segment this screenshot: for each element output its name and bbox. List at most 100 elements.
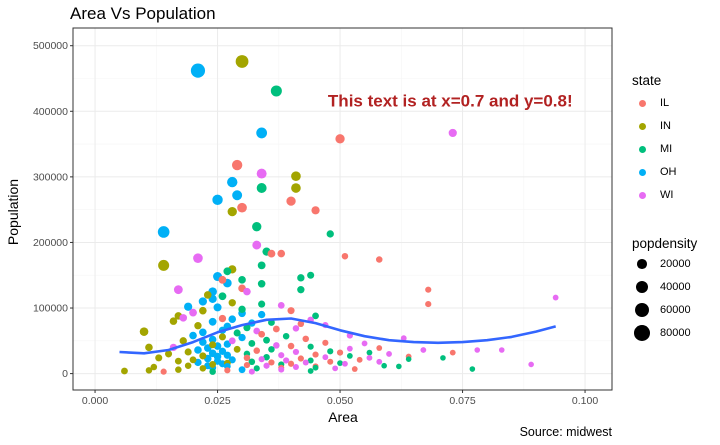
data-point bbox=[158, 259, 170, 271]
legend-key-dot bbox=[632, 277, 652, 297]
data-point bbox=[292, 364, 299, 371]
y-axis-title: Population bbox=[5, 179, 21, 245]
legend-item-oh: OH bbox=[632, 162, 677, 182]
data-point bbox=[160, 368, 167, 375]
legend-label: 20000 bbox=[660, 258, 691, 270]
data-point bbox=[198, 297, 207, 306]
data-point bbox=[203, 291, 212, 299]
data-point bbox=[228, 299, 236, 307]
data-point bbox=[278, 366, 285, 373]
legend-label: OH bbox=[660, 166, 677, 178]
x-tick-label: 0.025 bbox=[204, 395, 230, 407]
data-point bbox=[179, 314, 188, 322]
legend-key-dot bbox=[632, 116, 652, 136]
data-point bbox=[376, 345, 383, 351]
data-point bbox=[346, 345, 353, 352]
x-tick-label: 0.000 bbox=[82, 395, 108, 407]
chart-title: Area Vs Population bbox=[70, 4, 216, 23]
data-point bbox=[297, 320, 305, 328]
data-point bbox=[336, 349, 344, 356]
data-point bbox=[209, 341, 217, 349]
data-point bbox=[252, 240, 262, 250]
data-point bbox=[425, 286, 432, 293]
legend-key-dot bbox=[632, 254, 652, 274]
data-point bbox=[263, 362, 270, 369]
data-point bbox=[256, 168, 267, 179]
legend-key-dot bbox=[632, 139, 652, 159]
data-point bbox=[277, 249, 286, 258]
data-point bbox=[189, 331, 197, 340]
chart-caption: Source: midwest bbox=[519, 425, 612, 439]
data-point bbox=[256, 127, 268, 139]
data-point bbox=[322, 354, 329, 361]
legend-label: IL bbox=[660, 97, 670, 109]
data-point bbox=[312, 364, 319, 371]
data-point bbox=[233, 329, 241, 337]
data-point bbox=[346, 352, 353, 359]
data-point bbox=[302, 335, 310, 343]
data-point bbox=[224, 367, 231, 374]
data-point bbox=[311, 206, 320, 215]
data-point bbox=[228, 337, 236, 345]
data-point bbox=[287, 307, 295, 315]
data-point bbox=[189, 356, 197, 364]
data-point bbox=[258, 300, 266, 308]
data-point bbox=[233, 345, 241, 353]
data-point bbox=[139, 327, 149, 336]
data-point bbox=[268, 346, 275, 353]
data-point bbox=[337, 360, 343, 367]
data-point bbox=[356, 356, 363, 363]
data-point bbox=[307, 271, 315, 279]
data-point bbox=[440, 355, 446, 361]
data-point bbox=[212, 194, 223, 206]
legend-item-wi: WI bbox=[632, 185, 673, 205]
y-tick-label: 0 bbox=[62, 368, 68, 380]
axes: 0.000 0.025 0.050 0.075 0.100 0 100000 200000 30… bbox=[33, 40, 598, 407]
data-point bbox=[227, 176, 238, 188]
data-point bbox=[268, 359, 275, 366]
annotation-text: This text is at x=0.7 and y=0.8! bbox=[328, 91, 573, 110]
panel-border bbox=[72, 27, 613, 391]
data-point bbox=[405, 356, 412, 362]
legend-label: MI bbox=[660, 143, 673, 155]
data-point bbox=[228, 315, 237, 323]
data-point bbox=[209, 368, 216, 375]
data-point bbox=[257, 310, 266, 319]
data-point bbox=[208, 335, 217, 344]
data-point bbox=[243, 287, 251, 296]
data-point bbox=[375, 256, 383, 263]
data-point bbox=[327, 348, 334, 355]
data-point bbox=[282, 332, 290, 340]
y-tick-label: 500000 bbox=[33, 40, 68, 52]
data-point bbox=[292, 348, 300, 356]
legend-item-40000: 40000 bbox=[632, 277, 691, 297]
data-point bbox=[252, 222, 262, 232]
legend-item-60000: 60000 bbox=[632, 300, 691, 320]
data-point bbox=[270, 85, 282, 97]
data-point bbox=[312, 312, 319, 320]
data-point bbox=[235, 55, 249, 68]
data-point bbox=[335, 134, 345, 144]
data-point bbox=[297, 274, 305, 282]
data-point bbox=[243, 324, 251, 332]
legend-label: 60000 bbox=[660, 304, 691, 316]
data-point bbox=[469, 366, 476, 372]
data-point bbox=[291, 183, 301, 193]
data-point bbox=[174, 357, 182, 365]
y-tick-label: 400000 bbox=[33, 106, 68, 118]
data-point bbox=[228, 356, 236, 364]
data-point bbox=[199, 328, 207, 337]
data-point bbox=[297, 355, 304, 362]
legend-label: 40000 bbox=[660, 281, 691, 293]
data-point bbox=[277, 301, 285, 309]
data-point bbox=[376, 358, 383, 365]
data-point bbox=[552, 294, 559, 301]
data-point bbox=[332, 365, 339, 372]
data-point bbox=[258, 330, 266, 338]
data-point bbox=[292, 325, 300, 332]
data-point bbox=[425, 300, 432, 308]
data-point bbox=[283, 357, 290, 364]
data-point bbox=[199, 352, 207, 360]
data-point bbox=[223, 267, 232, 276]
data-point bbox=[273, 342, 280, 349]
